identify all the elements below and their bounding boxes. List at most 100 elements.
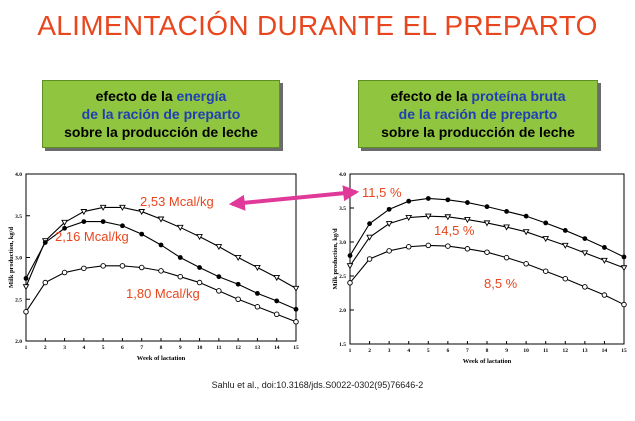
series-annotation: 14,5 % [434,223,475,238]
data-point [235,296,241,302]
y-tick-label: 3.5 [339,206,346,212]
data-point [542,236,550,243]
data-point [196,234,203,241]
data-point [157,216,165,223]
data-point [562,228,568,233]
series-annotation: 1,80 Mcal/kg [126,286,200,301]
x-tick-label: 10 [197,345,203,351]
data-point [385,221,393,228]
box-line-3: sobre la producción de leche [381,124,575,140]
data-point [100,263,106,269]
data-point [293,319,299,325]
x-tick-label: 7 [140,345,143,351]
data-point [425,242,432,249]
x-tick-label: 2 [44,345,47,351]
energy-effect-box: efecto de la energía de la ración de pre… [42,80,280,148]
x-tick-label: 12 [563,348,569,354]
data-point [23,275,29,281]
x-tick-label: 1 [349,348,352,354]
y-tick-label: 2.5 [15,297,22,303]
data-point [581,250,589,257]
series-annotation: 8,5 % [484,276,518,291]
box-line-2: de la ración de preparto [81,106,241,122]
data-point [582,284,588,290]
y-axis-title: Milk production, kg/d [8,227,15,288]
protein-effect-box: efecto de la proteína bruta de la ración… [358,80,598,148]
x-tick-label: 6 [121,345,124,351]
data-point [81,219,87,224]
data-point [522,229,530,236]
data-point [99,204,107,211]
data-point [273,275,281,282]
data-point [292,285,300,292]
data-point [196,279,203,286]
x-tick-label: 1 [25,345,28,351]
data-point [406,198,412,204]
box-text: efecto de la [95,88,177,104]
data-point [119,263,126,269]
y-axis-title: Milk production, kg/d [332,228,339,289]
data-point [255,291,260,296]
data-point [234,254,242,262]
data-point [119,204,126,211]
series-annotation: 11,5 % [362,185,402,200]
citation: Sahlu et al., doi:10.3168/jds.S0022-0302… [211,380,424,390]
x-tick-label: 13 [582,348,588,354]
y-tick-label: 4.0 [339,172,346,178]
data-point [503,224,510,231]
data-point [347,253,353,258]
data-point [138,264,145,271]
data-point [405,214,413,222]
x-tick-label: 7 [466,348,469,354]
x-tick-label: 4 [82,345,85,351]
data-point [484,249,490,255]
data-point [483,220,491,227]
data-point [366,256,373,262]
data-point [367,221,372,227]
data-point [216,274,222,280]
box-line-1: efecto de la energía [96,87,227,105]
data-point [445,243,451,249]
data-point [61,269,68,276]
x-tick-label: 5 [427,348,430,354]
box-line-3: sobre la producción de leche [64,124,258,140]
data-point [273,311,280,318]
data-point [425,196,431,201]
data-point [138,209,146,216]
x-tick-label: 3 [63,345,66,351]
data-point [42,279,49,286]
data-point [602,245,607,250]
data-point [274,298,280,304]
y-tick-label: 1.5 [339,342,346,348]
data-point [465,200,470,205]
data-point [543,220,549,226]
data-point [445,197,451,203]
data-point [424,213,432,220]
data-point [158,242,164,248]
data-point [176,224,184,231]
y-tick-label: 2.0 [339,308,346,314]
energy-milk-chart: 2.02.53.03.54.01 2 3 4 5 6 7 8 9 10 11 12 13 14 15Week… [8,172,300,362]
data-point [621,254,627,260]
data-point [366,234,373,241]
x-tick-label: 2 [368,348,371,354]
x-tick-label: 14 [602,348,608,354]
data-point [562,275,569,282]
x-tick-label: 9 [505,348,508,354]
y-tick-label: 3.0 [339,240,346,246]
data-point [386,206,392,212]
data-point [158,268,164,274]
data-point [347,280,353,286]
data-point [42,240,48,245]
y-tick-label: 2.0 [15,339,22,345]
data-point [215,244,223,251]
series-annotation: 2,53 Mcal/kg [140,194,214,209]
box-highlight: energía [176,88,227,104]
x-tick-label: 15 [293,345,299,351]
x-tick-label: 14 [274,345,280,351]
data-point [504,209,509,214]
data-point [81,265,87,272]
x-tick-label: 15 [621,348,627,354]
data-point [621,301,627,308]
y-tick-label: 3.5 [15,214,22,220]
